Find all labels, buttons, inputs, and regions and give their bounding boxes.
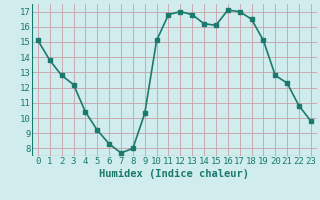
X-axis label: Humidex (Indice chaleur): Humidex (Indice chaleur) [100,169,249,179]
